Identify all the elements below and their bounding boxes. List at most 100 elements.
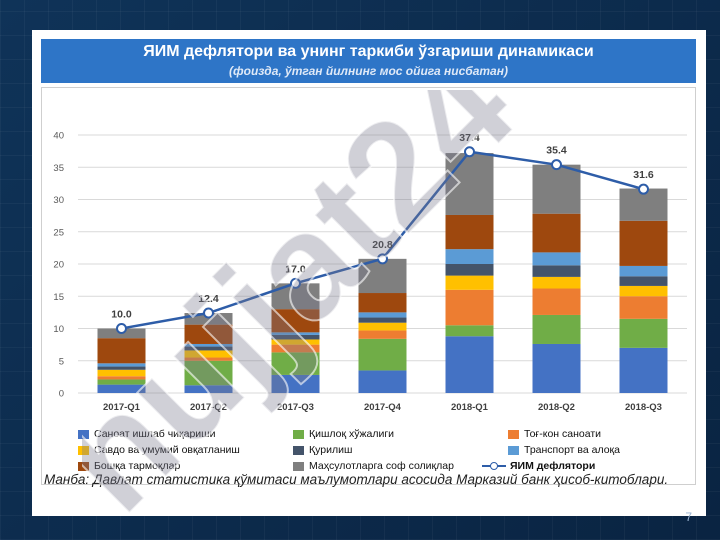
- legend-label: Қурилиш: [309, 444, 353, 456]
- bar-segment: [619, 276, 668, 286]
- x-tick-label: 2018-Q1: [451, 402, 489, 413]
- bar-segment: [532, 343, 581, 393]
- bar-segment: [97, 379, 146, 385]
- x-tick-label: 2017-Q4: [364, 402, 402, 413]
- page-number: 7: [685, 510, 692, 524]
- bar-segment: [358, 370, 407, 393]
- legend-swatch: [78, 461, 89, 471]
- legend-label: Саноат ишлаб чиқариши: [94, 428, 216, 440]
- bar-segment: [271, 309, 320, 333]
- bar-segment: [271, 332, 320, 335]
- bar-segment: [97, 369, 146, 377]
- bar-segment: [358, 317, 407, 323]
- y-tick-label: 20: [53, 260, 64, 271]
- legend-swatch: [78, 429, 89, 439]
- legend-label: Бошқа тармоқлар: [94, 460, 181, 472]
- legend-item: Маҳсулотларга соф солиқлар: [293, 460, 454, 472]
- legend-label: Тоғ-кон саноати: [524, 428, 602, 440]
- legend-label: Маҳсулотларга соф солиқлар: [309, 460, 454, 472]
- bar-segment: [619, 296, 668, 319]
- y-tick-label: 30: [53, 195, 64, 206]
- bar-segment: [184, 324, 233, 344]
- bar-segment: [532, 164, 581, 214]
- deflator-point: [464, 146, 475, 158]
- data-label: 17.0: [285, 263, 306, 275]
- chart-svg: 0 5 10 15 20 25 30 35 40 2017-Q1 2017-Q2 2017-Q3 201…: [53, 131, 687, 413]
- y-tick-label: 40: [53, 131, 64, 142]
- bar-segment: [184, 313, 233, 325]
- deflator-point: [638, 183, 649, 195]
- bar-segment: [445, 214, 494, 250]
- legend-item: Савдо ва умумий овқатланиш: [78, 444, 240, 456]
- bar-segment: [619, 318, 668, 348]
- deflator-point: [290, 277, 301, 289]
- slide: ЯИМ дефлятори ва унинг таркиби ўзгариши …: [32, 30, 706, 530]
- legend-label: Савдо ва умумий овқатланиш: [94, 444, 240, 456]
- y-tick-label: 15: [53, 292, 64, 303]
- bar-segment: [184, 350, 233, 358]
- bar-segment: [358, 312, 407, 318]
- y-tick-label: 35: [53, 163, 64, 174]
- data-label: 37.4: [459, 132, 480, 144]
- bar-segment: [184, 360, 233, 386]
- bar-segment: [271, 334, 320, 340]
- bar-segment: [445, 153, 494, 215]
- legend-swatch: [78, 445, 89, 455]
- bar-segment: [184, 385, 233, 393]
- legend-label: Транспорт ва алоқа: [524, 444, 620, 456]
- bar-segment: [97, 366, 146, 370]
- bar-segment: [97, 363, 146, 367]
- x-tick-label: 2017-Q2: [190, 402, 227, 413]
- bar-segment: [271, 339, 320, 345]
- bar-segment: [97, 338, 146, 364]
- legend-item: Транспорт ва алоқа: [508, 444, 620, 456]
- bar-segment: [532, 288, 581, 315]
- legend: Саноат ишлаб чиқариши Қишлоқ хўжалиги Тоғ-…: [78, 428, 678, 482]
- legend-swatch: [508, 429, 519, 439]
- y-tick-label: 5: [59, 356, 64, 367]
- bar-segment: [532, 252, 581, 266]
- bar-segment: [532, 314, 581, 344]
- y-tick-label: 25: [53, 227, 64, 238]
- x-tick-label: 2018-Q2: [538, 402, 575, 413]
- deflator-point: [203, 307, 214, 319]
- deflator-point: [551, 159, 562, 171]
- deflator-point: [116, 323, 127, 334]
- bar-segment: [619, 220, 668, 266]
- legend-label: ЯИМ дефлятори: [510, 460, 596, 472]
- bar-segment: [619, 265, 668, 277]
- y-tick-label: 10: [53, 324, 64, 335]
- bar-segment: [271, 374, 320, 393]
- legend-item: Бошқа тармоқлар: [78, 460, 180, 472]
- bar-segment: [184, 357, 233, 361]
- bar-segment: [97, 384, 146, 393]
- bar-segment: [358, 322, 407, 331]
- bar-segment: [271, 352, 320, 375]
- bar-segment: [358, 293, 407, 313]
- data-label: 12.4: [198, 293, 219, 305]
- x-tick-label: 2017-Q3: [277, 402, 314, 413]
- chart-frame: 0 5 10 15 20 25 30 35 40 2017-Q1 2017-Q2 2017-Q3 201…: [41, 87, 696, 485]
- data-label: 10.0: [111, 309, 132, 321]
- bar-segment: [97, 376, 146, 380]
- legend-label: Қишлоқ хўжалиги: [309, 428, 395, 440]
- bar-segment: [184, 346, 233, 351]
- bar-segment: [445, 264, 494, 276]
- chart-title: ЯИМ дефлятори ва унинг таркиби ўзгариши …: [143, 43, 594, 60]
- bar-segment: [619, 347, 668, 393]
- legend-swatch: [293, 461, 304, 471]
- bar-segment: [619, 285, 668, 297]
- legend-swatch: [293, 445, 304, 455]
- data-label: 35.4: [546, 145, 567, 157]
- bar-segment: [532, 265, 581, 277]
- bar-segment: [271, 344, 320, 353]
- bar-segment: [532, 213, 581, 253]
- legend-line-icon: [482, 461, 506, 471]
- x-tick-label: 2017-Q1: [103, 402, 141, 413]
- bar-segment: [358, 338, 407, 371]
- bar-segment: [445, 325, 494, 337]
- legend-item: Қишлоқ хўжалиги: [293, 428, 394, 440]
- bar-segment: [445, 249, 494, 264]
- bar-segment: [445, 289, 494, 326]
- data-label: 31.6: [633, 169, 654, 181]
